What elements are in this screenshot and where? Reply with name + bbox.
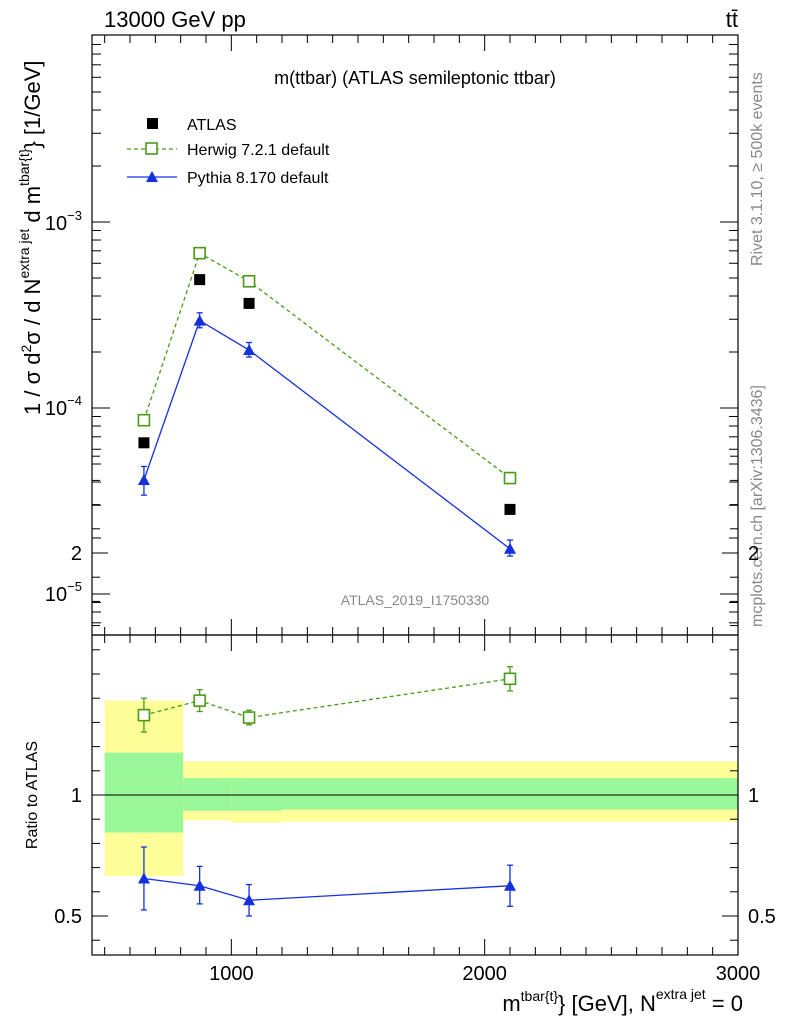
pythia-point — [193, 314, 206, 326]
xtick-label-1000: 1000 — [209, 963, 254, 985]
ytick-label-1e-4: 10−4 — [45, 393, 82, 420]
ratio-series-line-0 — [143, 678, 511, 719]
legend-marker-atlas — [147, 118, 158, 129]
legend-label-atlas: ATLAS — [187, 117, 237, 134]
main-y-axis-label: 1 / σ d2σ / d Nextra jet d mtbar{t}} [1/… — [16, 61, 45, 416]
herwig-point — [242, 274, 256, 288]
ratio-pythia-point — [193, 879, 206, 891]
analysis-label: ATLAS_2019_I1750330 — [341, 592, 490, 608]
ylabel-sup-3: tbar{t} — [16, 148, 32, 186]
ytick-label-1e-5: 10−5 — [45, 579, 82, 606]
legend-marker-herwig — [145, 142, 158, 155]
ylabel-part-4: } [1/GeV] — [20, 61, 45, 149]
mcplots-label: mcplots.cern.ch [arXiv:1306.3436] — [749, 385, 766, 627]
legend-marker-pythia — [146, 171, 158, 182]
chart-title: m(ttbar) (ATLAS semileptonic ttbar) — [274, 68, 556, 88]
ratio-herwig-point — [193, 694, 206, 707]
ratio-uncertainty-bands — [104, 700, 738, 877]
process-label: tt̄ — [726, 7, 738, 32]
legend-label-pythia: Pythia 8.170 default — [187, 170, 329, 187]
ratio-stat-band-1 — [183, 778, 232, 811]
atlas-data-point — [138, 437, 150, 449]
pythia-point — [137, 474, 150, 486]
ylabel-part-2: σ / d N — [20, 279, 45, 345]
atlas-data-point — [243, 297, 255, 309]
ratio-pythia-point — [137, 872, 150, 884]
herwig-point — [193, 246, 206, 260]
ratio-stat-band-0 — [104, 752, 184, 833]
pythia-point — [243, 344, 256, 356]
ratio-series-layer — [137, 666, 517, 917]
main-axis-ticks — [92, 35, 739, 635]
ratio-herwig-point — [242, 711, 256, 724]
rivet-label: Rivet 3.1.10, ≥ 500k events — [749, 72, 766, 266]
ratio-pythia-point — [243, 894, 256, 906]
ratio-herwig-point — [137, 708, 151, 722]
ratio-herwig-point — [503, 672, 517, 686]
legend-label-herwig: Herwig 7.2.1 default — [187, 142, 330, 159]
ylabel-part-1: 1 / σ d — [20, 353, 45, 416]
ratio-ytick-label-right: 2 — [748, 543, 759, 565]
ratio-stat-band-3 — [282, 778, 738, 810]
ratio-ytick-label-left: 2 — [71, 543, 82, 565]
ratio-ytick-label-right: 0.5 — [748, 906, 776, 928]
atlas-data-point — [194, 274, 206, 286]
main-series-line-1 — [143, 252, 511, 479]
legend: ATLAS Herwig 7.2.1 default Pythia 8.170 … — [127, 117, 330, 187]
ratio-panel: Ratio to ATLAS mtbar{t}} [GeV], Nextra j… — [24, 455, 776, 1016]
ratio-series-line-1 — [143, 877, 511, 901]
ratio-ytick-label-left: 0.5 — [54, 906, 82, 928]
x-axis-label: mtbar{t}} [GeV], Nextra jet = 0 — [502, 986, 743, 1016]
energy-label: 13000 GeV pp — [104, 7, 246, 32]
xtick-label-2000: 2000 — [462, 963, 507, 985]
ratio-ytick-label-right: 1 — [748, 785, 759, 807]
ratio-pythia-point — [504, 879, 516, 891]
ratio-ytick-label-left: 1 — [71, 785, 82, 807]
main-series-line-2 — [143, 319, 511, 550]
ratio-y-axis-label: Ratio to ATLAS — [24, 741, 41, 849]
xtick-label-3000: 3000 — [716, 963, 761, 985]
atlas-data-point — [504, 503, 516, 515]
main-panel: m(ttbar) (ATLAS semileptonic ttbar) ATLA… — [16, 34, 739, 636]
pythia-point — [504, 542, 516, 554]
main-series-layer — [137, 246, 517, 557]
ylabel-sup-1: 2 — [18, 345, 34, 353]
ratio-frame — [91, 634, 739, 956]
ratio-axis-ticks — [92, 455, 739, 955]
herwig-point — [503, 471, 517, 485]
ylabel-sup-2: extra jet — [16, 229, 32, 279]
ytick-label-1e-3: 10−3 — [45, 208, 82, 235]
ylabel-part-3: d m — [20, 186, 45, 229]
ratio-stat-band-2 — [231, 778, 282, 811]
herwig-point — [137, 413, 151, 427]
ratio-tick-labels: 1000 2000 3000 0.5 0.5 1 1 2 2 — [54, 543, 776, 985]
